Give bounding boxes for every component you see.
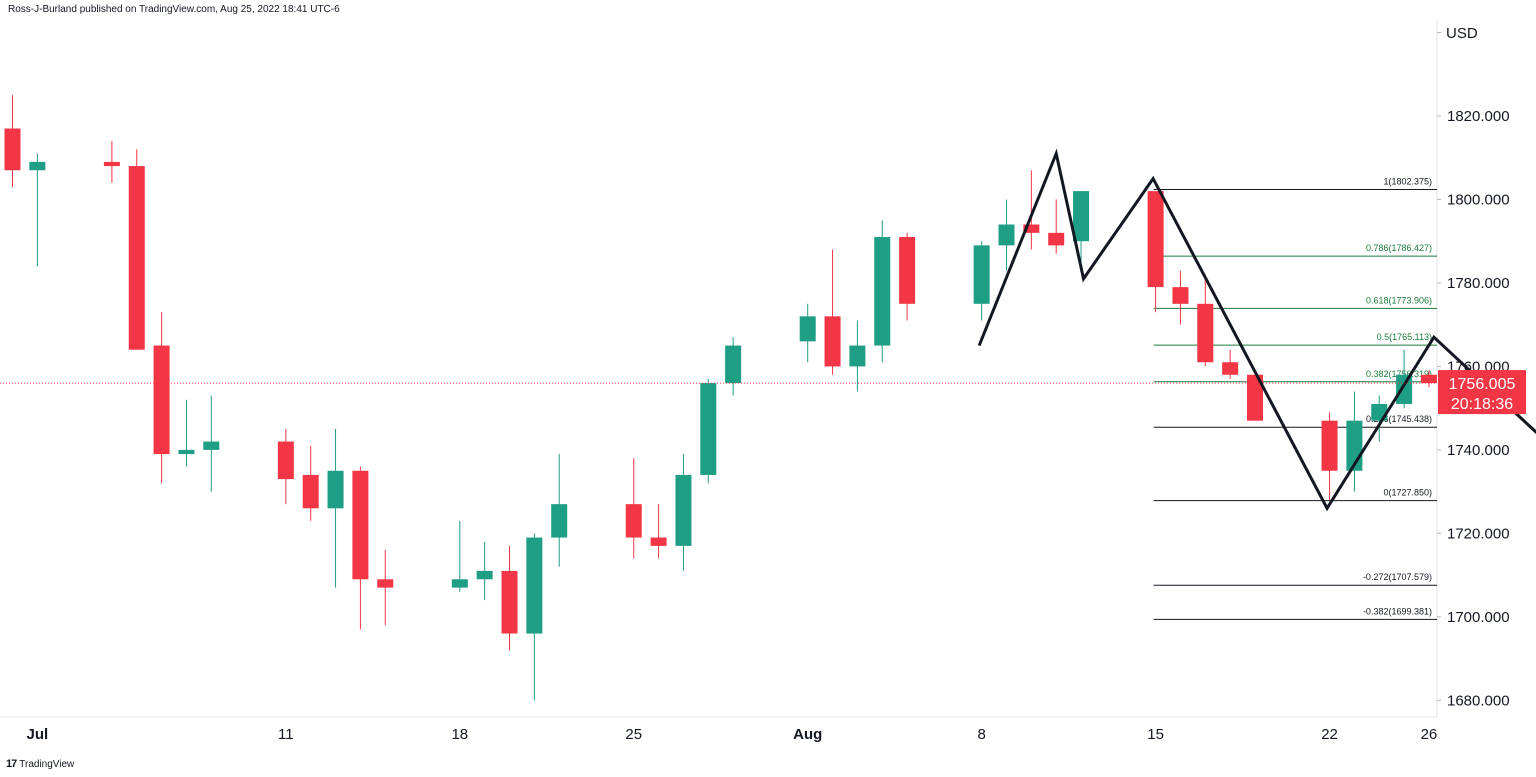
candle-body [973, 245, 990, 304]
x-tick-label: Jul [27, 726, 49, 743]
x-tick-label: Aug [793, 726, 822, 743]
y-tick-label: 1680.000 [1447, 692, 1510, 709]
x-tick-label: 15 [1147, 726, 1164, 743]
fib-level-label: 1(1802.375) [1383, 177, 1432, 187]
candle-body [1197, 303, 1214, 363]
fib-level-label: 0.5(1765.113) [1377, 332, 1432, 342]
candle-body [128, 166, 145, 350]
x-tick-label: 26 [1421, 726, 1438, 743]
candles [4, 95, 1437, 701]
y-tick-label: 1700.000 [1447, 609, 1510, 626]
candle-body [501, 570, 518, 634]
fib-level-label: 0(1727.850) [1383, 488, 1432, 498]
price-tag-countdown: 20:18:36 [1451, 396, 1513, 413]
candle-body [849, 345, 866, 367]
candle-body [451, 579, 468, 588]
fib-level-label: -0.272(1707.579) [1363, 572, 1432, 582]
price-tag-background [1438, 370, 1526, 415]
candle-body [302, 474, 319, 509]
candle-body [551, 504, 568, 538]
candle-body [327, 470, 344, 509]
candle-body [476, 570, 493, 580]
candle-body [1321, 420, 1338, 471]
axis-top-mask [1442, 0, 1536, 40]
fib-level-label: 0.236(1745.438) [1366, 414, 1432, 424]
fib-level-label: 0.382(1756.319) [1366, 369, 1432, 379]
current-price-tag: 1756.005 20:18:36 [1438, 370, 1526, 415]
y-tick-label: 1820.000 [1447, 108, 1510, 125]
candle-body [277, 441, 294, 480]
candle-body [824, 316, 841, 367]
zigzag-pattern-line [977, 148, 1536, 512]
time-axis[interactable]: Jul111825Aug8152226Sep1219 [27, 726, 1536, 743]
candle-body [650, 537, 667, 546]
candle-body [178, 449, 195, 455]
candle-body [675, 474, 692, 546]
candle-body [1048, 232, 1065, 246]
currency-label: USD [1446, 25, 1478, 42]
candle-body [1172, 287, 1189, 304]
candle-body [1147, 191, 1164, 288]
candle-body [725, 345, 742, 384]
candle-body [700, 383, 717, 475]
tradingview-logo-icon: 17 [6, 758, 17, 770]
candle-body [1420, 374, 1437, 384]
fib-level-label: 0.618(1773.906) [1366, 295, 1432, 305]
candle-body [799, 316, 816, 342]
x-tick-label: 18 [451, 726, 468, 743]
candle-body [1247, 374, 1263, 421]
x-tick-label: 8 [977, 726, 985, 743]
candle-body [625, 504, 642, 538]
brand-name: TradingView [19, 758, 75, 770]
candle-body [1222, 362, 1239, 375]
x-tick-label: 25 [625, 726, 642, 743]
candle-body [29, 161, 46, 171]
candle-body [899, 237, 916, 304]
candle-body [4, 128, 21, 171]
y-tick-label: 1780.000 [1447, 275, 1510, 292]
pattern-drawing[interactable] [977, 148, 1536, 576]
price-axis[interactable]: 1840.0001820.0001800.0001780.0001760.000… [1437, 0, 1536, 709]
price-tag-value: 1756.005 [1449, 376, 1516, 393]
candle-body [153, 345, 170, 455]
fib-level-label: 0.786(1786.427) [1366, 243, 1432, 253]
candle-body [1073, 191, 1090, 242]
candle-body [1023, 224, 1040, 233]
publisher-header: Ross-J-Burland published on TradingView.… [8, 4, 340, 15]
x-tick-label: 22 [1321, 726, 1338, 743]
fib-level-label: -0.382(1699.381) [1363, 606, 1432, 616]
candle-body [1396, 374, 1413, 404]
candle-body [526, 537, 543, 634]
y-tick-label: 1740.000 [1447, 442, 1510, 459]
candle-body [874, 237, 891, 346]
candle-body [352, 470, 369, 580]
candle-body [377, 579, 394, 588]
candle-body [998, 224, 1015, 246]
candle-body [103, 161, 120, 167]
x-tick-label: 11 [278, 726, 294, 743]
tradingview-brand[interactable]: 17 TradingView [6, 758, 74, 770]
candle-body [203, 441, 220, 450]
y-tick-label: 1800.000 [1447, 191, 1510, 208]
y-tick-label: 1720.000 [1447, 525, 1510, 542]
chart-plot-area[interactable]: 1(1802.375) 0.786(1786.427) 0.618(1773.906… [0, 20, 1536, 718]
